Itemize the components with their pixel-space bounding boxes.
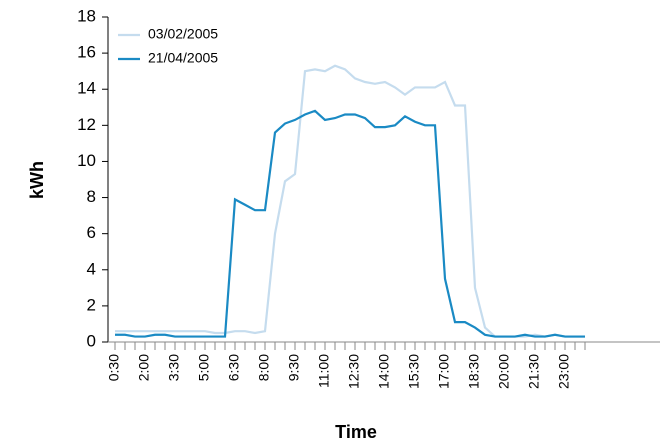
- x-tick-label: 15:30: [406, 354, 422, 389]
- legend-label: 03/02/2005: [148, 26, 218, 42]
- y-tick-label: 18: [77, 6, 96, 25]
- x-tick-label: 2:00: [136, 354, 152, 381]
- y-tick-label: 0: [87, 331, 96, 350]
- x-tick-label: 20:00: [496, 354, 512, 389]
- y-tick-label: 8: [87, 187, 96, 206]
- series-line: [115, 109, 585, 338]
- legend-label: 21/04/2005: [148, 50, 218, 66]
- y-tick-label: 14: [77, 79, 96, 98]
- y-tick-label: 16: [77, 43, 96, 62]
- x-tick-label: 5:00: [196, 354, 212, 381]
- x-tick-label: 17:00: [436, 354, 452, 389]
- y-tick-label: 10: [77, 151, 96, 170]
- y-tick-label: 6: [87, 223, 96, 242]
- y-axis-label: kWh: [27, 161, 47, 199]
- x-tick-label: 6:30: [226, 354, 242, 381]
- x-axis-label: Time: [335, 422, 377, 442]
- x-tick-label: 23:00: [556, 354, 572, 389]
- x-tick-label: 0:30: [106, 354, 122, 381]
- x-tick-label: 9:30: [286, 354, 302, 381]
- y-tick-label: 12: [77, 115, 96, 134]
- x-tick-label: 18:30: [466, 354, 482, 389]
- x-tick-label: 21:30: [526, 354, 542, 389]
- x-tick-label: 11:00: [316, 354, 332, 388]
- x-tick-label: 12:30: [346, 354, 362, 389]
- y-tick-label: 2: [87, 295, 96, 314]
- x-tick-label: 8:00: [256, 354, 272, 381]
- x-tick-label: 3:30: [166, 354, 182, 381]
- x-tick-label: 14:00: [376, 354, 392, 389]
- y-tick-label: 4: [87, 259, 96, 278]
- series-line: [115, 64, 585, 338]
